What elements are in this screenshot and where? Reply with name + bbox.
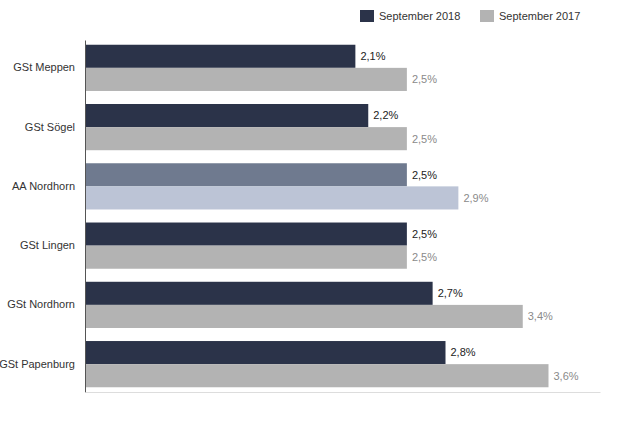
bar: [85, 341, 446, 364]
tick-label: GSt Sögel: [25, 121, 75, 133]
bar: [85, 364, 549, 387]
data-label: 3,4%: [528, 310, 553, 322]
bar: [85, 163, 407, 186]
tick-label: GSt Papenburg: [0, 358, 75, 370]
legend-item: September 2018: [360, 10, 460, 22]
legend: September 2018 September 2017: [360, 10, 580, 22]
x-axis: [86, 392, 601, 393]
bar: [85, 246, 407, 269]
data-label: 2,8%: [451, 346, 476, 358]
bar: [85, 68, 407, 91]
data-label: 2,5%: [412, 228, 437, 240]
data-labels: 2,1% 2,2% 2,5% 2,5% 2,7% 2,8% 2,5% 2,5% 2,9% 2,5%…: [360, 50, 578, 381]
bars: [85, 45, 549, 388]
tick-label: GSt Nordhorn: [7, 298, 75, 310]
bar: [85, 127, 407, 150]
tick: GSt Meppen: [13, 61, 85, 73]
legend-label: September 2017: [499, 10, 580, 22]
legend-swatch: [480, 10, 494, 22]
tick-label: AA Nordhorn: [12, 180, 75, 192]
data-label: 2,5%: [412, 133, 437, 145]
data-label: 2,7%: [438, 287, 463, 299]
bar: [85, 282, 433, 305]
tick: GSt Lingen: [20, 239, 85, 251]
data-label: 2,9%: [463, 192, 488, 204]
data-label: 2,5%: [412, 251, 437, 263]
tick: AA Nordhorn: [12, 180, 85, 192]
data-label: 2,5%: [412, 169, 437, 181]
tick-label: GSt Lingen: [20, 239, 75, 251]
bar: [85, 305, 523, 328]
tick-label: GSt Meppen: [13, 61, 75, 73]
data-label: 3,6%: [554, 370, 579, 382]
legend-item: September 2017: [480, 10, 580, 22]
bar: [85, 186, 458, 209]
bar: [85, 104, 368, 127]
axis-line: [85, 41, 86, 393]
plot: 2,1% 2,2% 2,5% 2,5% 2,7% 2,8% 2,5% 2,5% 2,9% 2,5%…: [0, 41, 601, 393]
y-axis: GSt Meppen GSt Sögel AA Nordhorn GSt Lingen…: [0, 41, 86, 393]
bar: [85, 223, 407, 246]
legend-swatch: [360, 10, 374, 22]
axis-line: [86, 392, 601, 393]
data-label: 2,2%: [373, 109, 398, 121]
tick: GSt Papenburg: [0, 358, 85, 370]
bar: [85, 45, 355, 68]
chart: 2,1% 2,2% 2,5% 2,5% 2,7% 2,8% 2,5% 2,5% 2,9% 2,5%…: [0, 0, 620, 430]
legend-label: September 2018: [379, 10, 460, 22]
data-label: 2,1%: [360, 50, 385, 62]
tick: GSt Nordhorn: [7, 298, 85, 310]
tick: GSt Sögel: [25, 121, 85, 133]
data-label: 2,5%: [412, 73, 437, 85]
